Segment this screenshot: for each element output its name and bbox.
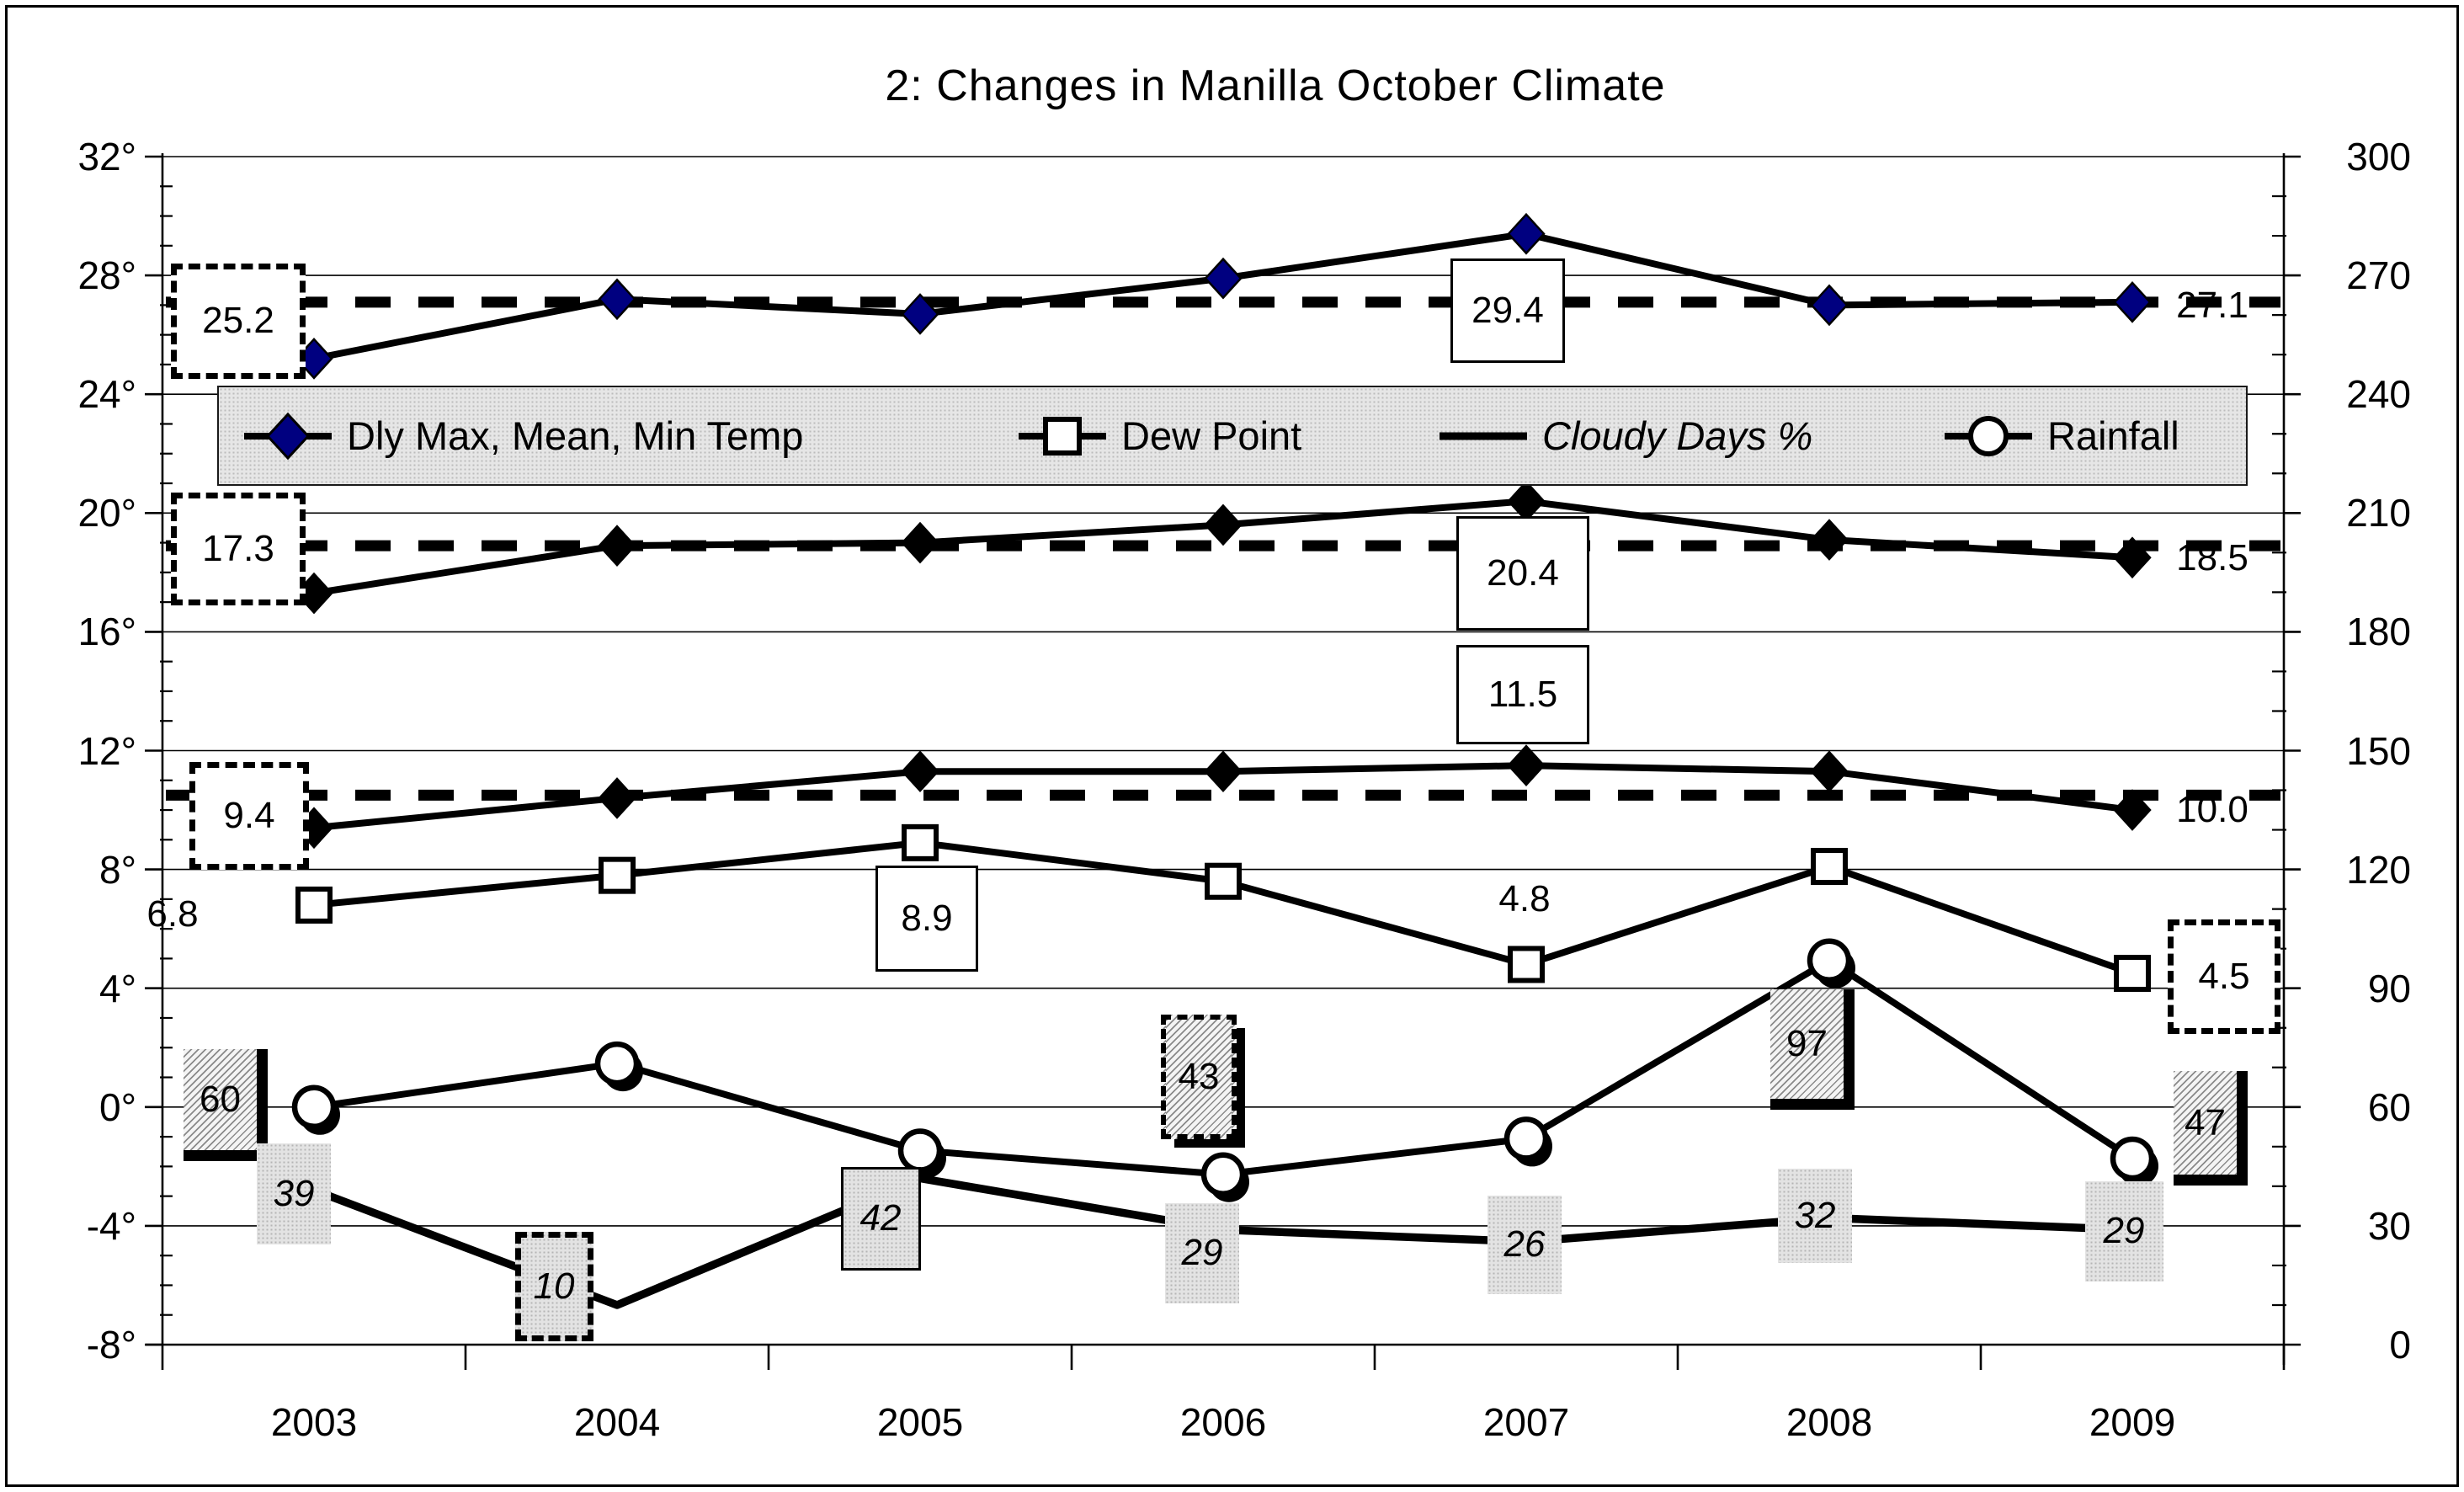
circle-icon <box>1945 415 2032 456</box>
chart-title: 2: Changes in Manilla October Climate <box>885 61 1666 110</box>
legend-label-temp: Dly Max, Mean, Min Temp <box>347 413 804 458</box>
legend-label-dew-point: Dew Point <box>1121 413 1302 458</box>
legend-label-rainfall: Rainfall <box>2047 413 2179 458</box>
legend-item-cloudy-days: Cloudy Days % <box>1438 387 1812 484</box>
line-icon <box>1440 432 1527 440</box>
chart-legend: Dly Max, Mean, Min Temp Dew Point Cloudy… <box>217 386 2248 486</box>
legend-item-rainfall: Rainfall <box>1943 387 2179 484</box>
legend-label-cloudy-days: Cloudy Days % <box>1542 413 1813 458</box>
legend-item-dew-point: Dew Point <box>1017 387 1301 484</box>
square-icon <box>1019 416 1106 456</box>
legend-item-temp: Dly Max, Mean, Min Temp <box>242 387 803 484</box>
diamond-icon <box>244 412 332 460</box>
